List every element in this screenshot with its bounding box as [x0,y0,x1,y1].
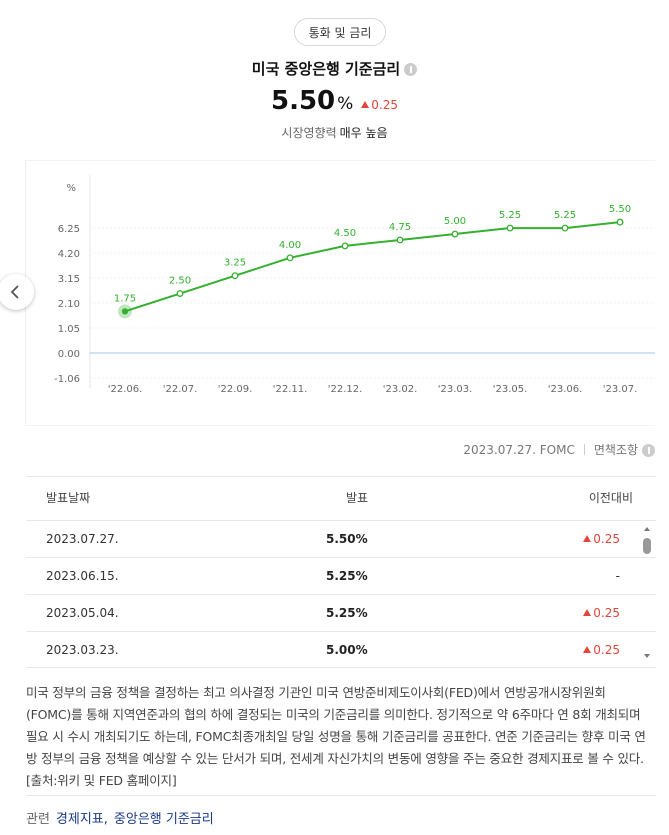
point [341,242,349,250]
category-tab[interactable]: 통화 및 금리 [294,18,386,46]
prev-icon [10,285,19,299]
x-tick-label: '22.06. [108,384,143,395]
date-cell: 2023.05.04. [46,606,119,620]
point [561,224,569,232]
impact-label: 시장영향력 [281,126,337,140]
rate-change: 0.25 [361,98,398,112]
table-row: 2023.05.04. 5.25% 0.25 [26,594,656,631]
table-row: 2023.03.23. 5.00% 0.25 [26,631,656,668]
table-top-border [26,476,656,477]
change-value: - [615,569,620,583]
data-label: 2.50 [169,276,191,287]
table-header: 이전대비 [588,491,633,505]
x-tick-label: '23.03. [438,384,473,395]
point [451,230,459,238]
x-tick-label: '22.09. [218,384,253,395]
data-label: 5.25 [499,210,521,221]
change-cell: 0.25 [583,521,620,558]
y-tick-label: -1.06 [54,374,80,385]
point [231,272,239,280]
table-bottom-border [26,667,656,668]
rate-cell: 5.25% [326,569,368,583]
rate-cell: 5.00% [326,643,368,657]
point [121,308,129,315]
change-value: 0.25 [371,98,399,112]
change-cell: 0.25 [583,632,620,669]
up-icon [361,101,370,108]
data-label: 1.75 [114,293,136,304]
up-icon [583,535,592,542]
current-rate: 5.50 [270,86,336,116]
x-tick-label: '23.07. [603,384,638,395]
table-header: 발표 [346,491,369,505]
divider [26,795,656,796]
data-label: 5.50 [609,204,631,215]
info-icon[interactable] [642,444,655,457]
change-value: 0.25 [593,532,620,546]
data-label: 5.00 [444,216,466,227]
rate-cell: 5.50% [326,532,368,546]
change-cell: - [616,558,620,595]
disclaimer[interactable]: 면책조항 [593,443,638,457]
data-label: 3.25 [224,258,246,269]
x-tick-label: '22.07. [163,384,198,395]
x-tick-label: '22.11. [273,384,308,395]
up-icon [583,646,592,653]
x-tick-label: '23.06. [548,384,583,395]
chart: % 6.25 4.20 3.15 2.10 1.05 0.00 -1.06 1.75 2.50 3.… [54,175,655,395]
data-label: 4.50 [334,228,356,239]
date-cell: 2023.06.15. [46,569,119,583]
up-icon [583,609,592,616]
source-date: 2023.07.27. FOMC [463,443,575,457]
info-icon[interactable] [404,63,418,76]
title-wrap: 미국 중앙은행 기준금리 [0,58,669,79]
rate-unit: % [337,94,354,114]
y-axis-label: % [66,183,76,194]
line [124,221,621,313]
table-row: 2023.06.15. 5.25% - [26,557,656,594]
title: 미국 중앙은행 기준금리 [251,60,401,78]
y-tick-label: 0.00 [58,349,80,360]
x-tick-label: '23.02. [383,384,418,395]
impact-value: 매우 높음 [339,126,388,140]
table-row: 2023.07.27. 5.50% 0.25 [26,520,656,557]
y-tick-label: 1.05 [58,324,80,335]
point [506,224,514,232]
related-link[interactable]: 중앙은행 기준금리 [113,812,214,827]
data-label: 4.75 [389,222,411,233]
point [286,254,294,262]
table-header: 발표날짜 [46,491,91,505]
point [396,236,404,244]
related: 관련 경제지표, 중앙은행 기준금리 [26,808,214,827]
y-tick-label: 4.20 [58,249,80,260]
date-cell: 2023.03.23. [46,643,119,657]
description: 미국 정부의 금융 정책을 결정하는 최고 의사결정 기관인 미국 연방준비제도… [26,685,646,788]
data-label: 4.00 [279,240,301,251]
x-tick-label: '23.05. [493,384,528,395]
y-tick-label: 6.25 [58,224,80,235]
impact: 시장영향력 매우 높음 [0,124,669,141]
rate-cell: 5.25% [326,606,368,620]
date-cell: 2023.07.27. [46,532,119,546]
scrollbar[interactable] [640,520,654,665]
change-cell: 0.25 [583,595,620,632]
prev-button[interactable] [0,274,34,310]
x-tick-label: '22.12. [328,384,363,395]
related-link[interactable]: 경제지표, [55,812,108,827]
source: 2023.07.27. FOMC 면책조항 [463,441,655,458]
value-wrap: 5.50% 0.25 [0,86,669,116]
data-label: 5.25 [554,210,576,221]
y-tick-label: 3.15 [58,274,80,285]
change-value: 0.25 [593,643,620,657]
change-value: 0.25 [593,606,620,620]
related-label: 관련 [26,812,50,827]
point [176,290,184,297]
point [616,218,624,226]
y-tick-label: 2.10 [58,299,80,310]
